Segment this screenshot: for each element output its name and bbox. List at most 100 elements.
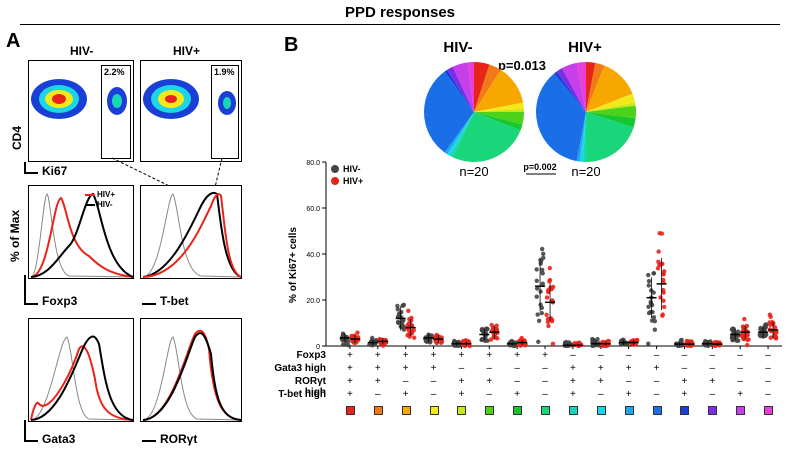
- combo-row-label: RORγt high: [294, 376, 326, 398]
- flow-y-arrow: [24, 162, 26, 174]
- data-point: [758, 333, 763, 339]
- data-point: [350, 334, 355, 339]
- pie-slice: [474, 102, 524, 112]
- data-point: [485, 338, 490, 343]
- data-point: [401, 327, 407, 332]
- figure-title: PPD responses: [344, 4, 456, 21]
- data-point: [541, 251, 546, 257]
- combo-sign: –: [514, 363, 520, 374]
- data-point: [762, 333, 768, 339]
- data-point: [656, 249, 661, 254]
- data-point: [548, 316, 553, 321]
- data-point: [547, 279, 552, 284]
- pie-charts: HIV- HIV+ p=0.013 n=20 n=20: [424, 39, 636, 179]
- combo-sign: –: [542, 363, 548, 374]
- combo-sign: –: [486, 363, 493, 374]
- data-point: [763, 324, 768, 330]
- data-point: [516, 342, 521, 347]
- data-point: [661, 272, 666, 277]
- combo-sign: +: [374, 376, 381, 387]
- hist-rorgt-curves: [142, 329, 241, 421]
- flow-x-axis-label: Ki67: [42, 164, 68, 178]
- pie-n-hiv-pos: n=20: [571, 164, 600, 179]
- combo-sign: –: [765, 363, 771, 374]
- pie-slice: [586, 62, 596, 112]
- combo-sign: +: [458, 389, 465, 400]
- data-point: [621, 337, 626, 343]
- data-point: [534, 294, 539, 299]
- data-point: [400, 322, 405, 328]
- scatter-medians: [339, 257, 779, 347]
- data-point: [343, 336, 349, 341]
- hist-x-arrow-tbet: [142, 303, 156, 305]
- hist-gata3-curves: [30, 335, 133, 421]
- data-point: [661, 304, 667, 310]
- combo-sign: –: [681, 363, 688, 374]
- combo-sign: +: [347, 350, 353, 361]
- hist-gata3: [28, 318, 134, 422]
- combo-color-swatch: [596, 406, 606, 415]
- pie-slice: [582, 112, 586, 162]
- combo-color-swatch: [708, 406, 718, 415]
- pie-slice: [536, 73, 586, 162]
- combo-sign: –: [542, 376, 548, 387]
- combo-sign: +: [625, 389, 632, 400]
- data-point: [546, 289, 551, 295]
- combo-sign: –: [709, 350, 716, 361]
- hist-x-arrow-rorgt: [142, 440, 156, 442]
- data-point: [539, 246, 545, 252]
- data-point: [772, 325, 778, 330]
- hist-tbet-curves: [142, 191, 241, 278]
- flow-x-arrow: [24, 172, 38, 174]
- combo-row-label: Gata3 high: [274, 363, 326, 374]
- marker-label-gata3: Gata3: [42, 432, 76, 446]
- data-point: [433, 338, 438, 344]
- pie-slice: [444, 69, 474, 112]
- pie-slice: [474, 112, 523, 131]
- hist-foxp3-curves: [30, 192, 133, 278]
- pie-label-hiv-pos: HIV+: [568, 39, 602, 56]
- data-point: [518, 338, 523, 343]
- combo-sign: –: [681, 350, 688, 361]
- data-point: [735, 329, 741, 334]
- pie-slice: [576, 62, 586, 112]
- combo-color-swatch: [345, 406, 355, 415]
- combo-sign: +: [374, 350, 381, 361]
- data-point: [646, 304, 651, 310]
- combo-sign: +: [709, 376, 716, 387]
- combo-sign: +: [374, 363, 381, 374]
- pie-slice: [474, 108, 524, 112]
- data-point: [411, 328, 417, 333]
- scatter-legend-hiv-pos: HIV+: [343, 176, 363, 186]
- legend-swatch-hiv-neg: [85, 204, 95, 206]
- combo-sign: –: [765, 376, 771, 387]
- data-point: [539, 310, 544, 316]
- combo-row-label: T-bet high: [278, 389, 326, 400]
- pie-slice: [586, 62, 605, 112]
- data-point: [661, 290, 666, 295]
- combo-color-swatch: [568, 406, 578, 415]
- combo-row-label: Foxp3: [296, 350, 326, 361]
- combo-sign: +: [542, 350, 548, 361]
- y-tick-label: 80.0: [306, 160, 320, 167]
- combo-sign: –: [737, 363, 743, 374]
- data-point: [495, 336, 500, 341]
- pie-slice: [586, 112, 634, 162]
- combo-sign: –: [709, 389, 716, 400]
- combo-sign: –: [486, 389, 493, 400]
- data-point: [395, 307, 400, 312]
- data-point: [534, 267, 539, 272]
- pie-p-value: p=0.013: [498, 58, 546, 73]
- combo-sign: +: [430, 350, 437, 361]
- combo-sign: –: [653, 389, 660, 400]
- data-point: [646, 279, 652, 284]
- y-tick-label: 20.0: [306, 298, 320, 305]
- pie-slice: [586, 105, 636, 119]
- hist-tbet: [140, 185, 242, 279]
- data-point: [346, 342, 351, 348]
- combo-sign: +: [597, 376, 604, 387]
- pie-slice: [586, 102, 636, 112]
- data-point: [485, 326, 490, 332]
- combo-sign: +: [486, 376, 493, 387]
- combo-color-swatch: [429, 406, 439, 415]
